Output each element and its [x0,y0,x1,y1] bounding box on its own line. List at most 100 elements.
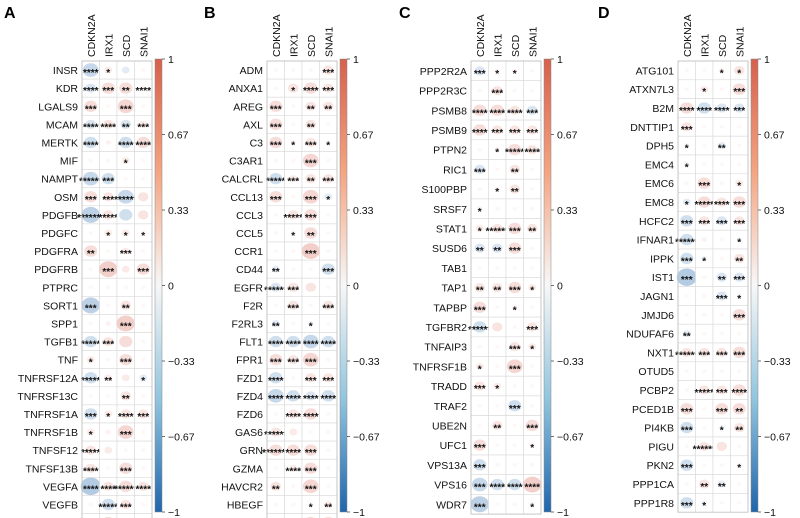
correlation-circle [140,357,146,362]
correlation-circle [471,477,488,492]
significance-stars: *** [305,195,317,206]
significance-stars: *** [85,195,97,206]
significance-stars: ****** [114,195,137,206]
correlation-circle [121,374,130,382]
correlation-circle [509,125,520,135]
correlation-circle [477,147,483,152]
correlation-circle [699,441,710,451]
row-label: CCL13 [230,192,263,204]
significance-stars: *** [305,466,317,477]
row-label: CCL3 [236,210,263,222]
correlation-circle [684,444,690,449]
correlation-circle [494,147,500,152]
significance-stars: **** [320,394,336,405]
significance-stars: ** [272,267,280,278]
correlation-circle [290,194,296,199]
significance-stars: ** [735,426,743,437]
correlation-circle [273,466,279,471]
correlation-circle [301,243,320,260]
significance-stars: **** [679,106,695,117]
significance-stars: **** [472,128,488,139]
correlation-circle [139,120,148,128]
correlation-circle [117,425,134,439]
correlation-circle [119,82,133,94]
significance-stars: * [309,502,313,513]
significance-stars: **** [489,483,505,494]
significance-stars: *** [270,195,282,206]
row-label: TAP1 [442,283,468,295]
correlation-circle [321,263,335,275]
correlation-circle [117,99,134,114]
correlation-circle [701,369,707,374]
significance-stars: ** [307,177,315,188]
column-label: SNAI1 [734,26,746,57]
significance-stars: * [106,68,110,79]
significance-stars: *** [474,502,486,513]
row-label: PTPN2 [433,145,467,157]
correlation-circle [736,331,742,336]
correlation-circle [477,206,483,212]
row-label: S100PBP [421,184,467,196]
correlation-circle [290,140,296,145]
colorbar-tick-label: 0.67 [557,130,578,142]
correlation-circle [308,321,314,326]
correlation-circle [290,375,296,380]
significance-stars: **** [714,200,730,211]
row-label: PDGFB [42,210,78,222]
row-label: PDGFRB [34,264,78,276]
correlation-circle [119,353,133,366]
significance-stars: *** [509,226,521,237]
correlation-circle [697,102,711,114]
panel-label: B [204,5,216,22]
column-label: IRX1 [699,33,711,57]
row-label: KDR [56,83,79,95]
significance-stars: *** [322,303,334,314]
significance-stars: ** [718,275,726,286]
correlation-circle [323,373,334,383]
correlation-circle [140,393,146,398]
row-label: TNFRSF1A [24,409,78,421]
significance-stars: * [495,187,499,198]
colorbar-tick-label: 0.33 [353,205,374,217]
correlation-circle [736,482,742,486]
correlation-circle [529,384,535,389]
row-label: ANXA1 [229,83,264,95]
significance-stars: *** [137,412,149,423]
correlation-circle [105,321,111,326]
row-label: ATXN7L3 [629,84,674,96]
row-label: TNFSF12 [32,445,78,457]
row-label: WDR7 [436,499,467,511]
correlation-circle [104,446,113,454]
significance-stars: ** [735,256,743,267]
column-label: CDKN2A [682,14,694,57]
significance-stars: * [89,430,93,441]
significance-stars: ** [718,144,726,155]
correlation-circle [304,462,318,474]
row-label: PSMB9 [431,125,467,137]
correlation-circle [715,403,729,415]
correlation-circle [290,249,296,254]
significance-stars: ****** [675,350,698,361]
heatmap-cell [284,513,303,518]
row-label: TNFRSF1B [24,427,78,439]
correlation-circle [736,237,742,242]
correlation-circle [682,330,691,338]
correlation-circle [325,411,331,416]
correlation-circle [103,210,114,220]
correlation-circle [508,222,522,235]
row-label: GZMA [233,463,263,475]
correlation-circle [84,136,98,149]
significance-stars: *** [270,358,282,369]
significance-stars: *** [305,358,317,369]
significance-stars: ****** [264,285,287,296]
significance-stars: *** [474,443,486,454]
significance-stars: * [685,200,689,211]
correlation-circle [512,462,518,467]
correlation-circle [736,369,742,374]
correlation-circle [474,66,485,76]
row-label: NAMPT [41,174,78,186]
significance-stars: *** [733,200,745,211]
colorbar [543,58,552,513]
correlation-circle [105,285,111,290]
significance-stars: *** [698,219,710,230]
